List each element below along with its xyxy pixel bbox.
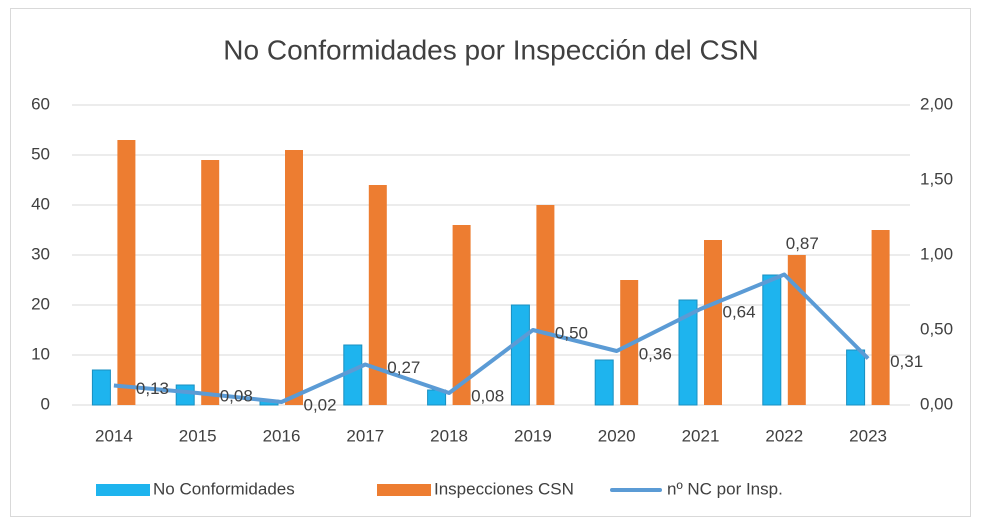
- chart-title: No Conformidades por Inspección del CSN: [223, 34, 758, 65]
- bar: [117, 140, 136, 405]
- data-label: 0,13: [136, 379, 169, 398]
- x-tick-label: 2020: [598, 426, 636, 445]
- x-tick-label: 2018: [430, 426, 468, 445]
- x-tick-label: 2023: [849, 426, 887, 445]
- y2-tick-label: 0,50: [920, 319, 953, 338]
- y-tick-label: 40: [31, 194, 50, 213]
- legend-swatch: [377, 484, 431, 496]
- data-label: 0,64: [723, 302, 756, 321]
- data-label: 0,50: [555, 323, 588, 342]
- x-tick-label: 2014: [95, 426, 133, 445]
- bar: [678, 299, 698, 406]
- bar: [510, 304, 530, 406]
- bar: [91, 369, 111, 406]
- data-label: 0,31: [890, 352, 923, 371]
- bar: [846, 349, 866, 406]
- bar: [175, 384, 195, 406]
- line: [113, 272, 870, 404]
- y-tick-label: 20: [31, 294, 50, 313]
- bar: [871, 230, 890, 405]
- legend-label: nº NC por Insp.: [667, 479, 783, 498]
- legend-label: Inspecciones CSN: [434, 479, 574, 498]
- bar: [536, 205, 555, 405]
- data-label: 0,08: [471, 386, 504, 405]
- x-tick-label: 2022: [765, 426, 803, 445]
- y-tick-label: 0: [41, 394, 50, 413]
- y-tick-label: 10: [31, 344, 50, 363]
- x-tick-label: 2021: [682, 426, 720, 445]
- chart-border: [10, 8, 971, 517]
- bar: [285, 150, 303, 405]
- y2-tick-label: 2,00: [920, 94, 953, 113]
- bar: [594, 359, 614, 406]
- data-label: 0,27: [387, 358, 420, 377]
- x-tick-label: 2017: [346, 426, 384, 445]
- x-tick-label: 2015: [179, 426, 217, 445]
- bar: [787, 255, 806, 405]
- legend-label: No Conformidades: [153, 479, 295, 498]
- y-tick-label: 30: [31, 244, 50, 263]
- y-tick-label: 60: [31, 94, 50, 113]
- bar: [452, 225, 471, 405]
- data-label: 0,87: [786, 234, 819, 253]
- y2-tick-label: 1,50: [920, 169, 953, 188]
- x-tick-label: 2016: [263, 426, 301, 445]
- bar: [368, 185, 387, 405]
- y2-tick-label: 0,00: [920, 394, 953, 413]
- data-label: 0,36: [639, 344, 672, 363]
- bar: [704, 240, 722, 405]
- data-label: 0,02: [304, 395, 337, 414]
- y2-tick-label: 1,00: [920, 244, 953, 263]
- y-tick-label: 50: [31, 144, 50, 163]
- legend-swatch: [96, 484, 150, 496]
- data-label: 0,08: [220, 386, 253, 405]
- bar: [201, 160, 220, 405]
- bar: [762, 274, 782, 406]
- x-tick-label: 2019: [514, 426, 552, 445]
